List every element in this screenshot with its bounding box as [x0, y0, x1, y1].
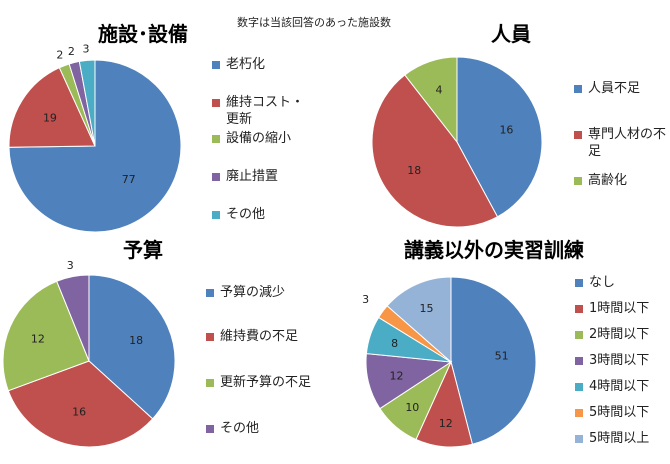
legend-swatch [575, 305, 583, 313]
slice-value-label: 51 [495, 350, 509, 363]
pie-slice [456, 56, 543, 218]
legend-label: 1時間以下 [589, 301, 650, 316]
legend-swatch [575, 357, 583, 365]
pie-slice [56, 274, 90, 362]
legend-swatch [206, 333, 214, 341]
legend-swatch [206, 289, 214, 297]
legend-item: 維持費の不足 [206, 328, 310, 345]
legend-swatch [575, 435, 583, 443]
slice-value-label: 77 [122, 173, 136, 186]
slice-value-label: 16 [72, 406, 86, 419]
pie-slice [7, 360, 154, 448]
legend-item: 3時間以下 [575, 352, 649, 369]
legend-item: 専門人材の不足 [574, 126, 670, 160]
legend-item: 5時間以上 [575, 430, 649, 447]
legend-swatch [575, 383, 583, 391]
legend-item: 4時間以下 [575, 378, 649, 395]
legend-item: 5時間以下 [575, 404, 649, 421]
legend-label: 5時間以下 [589, 405, 650, 420]
pie-slice [78, 59, 96, 147]
legend-item: 設備の縮小 [212, 130, 291, 147]
pie-slice [371, 74, 499, 228]
legend-item: 予算の減少 [206, 284, 285, 301]
pie-slice [386, 276, 452, 364]
slice-value-label: 16 [499, 123, 513, 136]
legend-swatch [575, 279, 583, 287]
legend-item: 更新予算の不足 [206, 374, 316, 391]
pie-slice [404, 56, 458, 144]
slice-value-label: 2 [68, 45, 75, 58]
legend-item: 高齢化 [574, 172, 627, 189]
legend-item: 老朽化 [212, 56, 265, 73]
chart-title-training: 講義以外の実習訓練 [404, 238, 584, 262]
pie-slice [8, 59, 182, 233]
chart-title-facilities: 施設･設備 [98, 22, 188, 46]
slice-value-label: 3 [362, 293, 369, 306]
slice-value-label: 12 [439, 417, 453, 430]
slice-value-label: 8 [391, 337, 398, 350]
legend-swatch [212, 211, 220, 219]
legend-item: その他 [206, 420, 259, 437]
chart-note: 数字は当該回答のあった施設数 [237, 16, 391, 29]
legend-label: 4時間以下 [589, 379, 650, 394]
legend-label: 設備の縮小 [226, 131, 292, 146]
slice-value-label: 15 [419, 302, 433, 315]
slice-value-label: 2 [56, 48, 63, 61]
legend-label: なし [589, 275, 616, 290]
legend-swatch [574, 177, 582, 185]
legend-item: 2時間以下 [575, 326, 649, 343]
legend-item: 維持コスト・更新 [212, 94, 316, 128]
legend-label: 維持費の不足 [220, 329, 299, 344]
legend-label: 老朽化 [226, 57, 266, 72]
legend-swatch [574, 131, 582, 139]
legend-item: 廃止措置 [212, 168, 278, 185]
legend-item: その他 [212, 206, 265, 223]
legend-item: なし [575, 274, 615, 291]
legend-swatch [212, 135, 220, 143]
legend-swatch [206, 425, 214, 433]
legend-label: 人員不足 [588, 81, 641, 96]
legend-label: 高齢化 [588, 173, 628, 188]
slice-value-label: 3 [83, 42, 90, 55]
legend-label: 専門人材の不足 [588, 127, 667, 159]
legend-item: 1時間以下 [575, 300, 649, 317]
legend-label: その他 [220, 421, 260, 436]
legend-swatch [206, 379, 214, 387]
chart-title-personnel: 人員 [491, 22, 531, 46]
pie-slice [8, 67, 96, 148]
slice-value-label: 4 [436, 84, 443, 97]
slice-value-label: 18 [129, 334, 143, 347]
legend-swatch [575, 331, 583, 339]
slice-value-label: 10 [405, 401, 419, 414]
legend-label: 維持コスト・更新 [226, 95, 305, 127]
legend-label: 5時間以上 [589, 431, 650, 446]
slice-value-label: 3 [67, 259, 74, 272]
legend-item: 人員不足 [574, 80, 640, 97]
legend-swatch [575, 409, 583, 417]
legend-swatch [212, 173, 220, 181]
slice-value-label: 19 [43, 111, 57, 124]
legend-label: 2時間以下 [589, 327, 650, 342]
pie-slice [88, 274, 176, 420]
legend-label: 廃止措置 [226, 169, 279, 184]
legend-label: 3時間以下 [589, 353, 650, 368]
legend-label: 更新予算の不足 [220, 375, 312, 390]
legend-label: その他 [226, 207, 266, 222]
slice-value-label: 12 [390, 369, 404, 382]
legend-swatch [212, 61, 220, 69]
legend-swatch [574, 85, 582, 93]
legend-label: 予算の減少 [220, 285, 286, 300]
legend-swatch [212, 99, 220, 107]
pie-slice [450, 276, 537, 445]
slice-value-label: 18 [407, 164, 421, 177]
chart-title-budget: 予算 [123, 238, 163, 262]
slice-value-label: 12 [31, 332, 45, 345]
